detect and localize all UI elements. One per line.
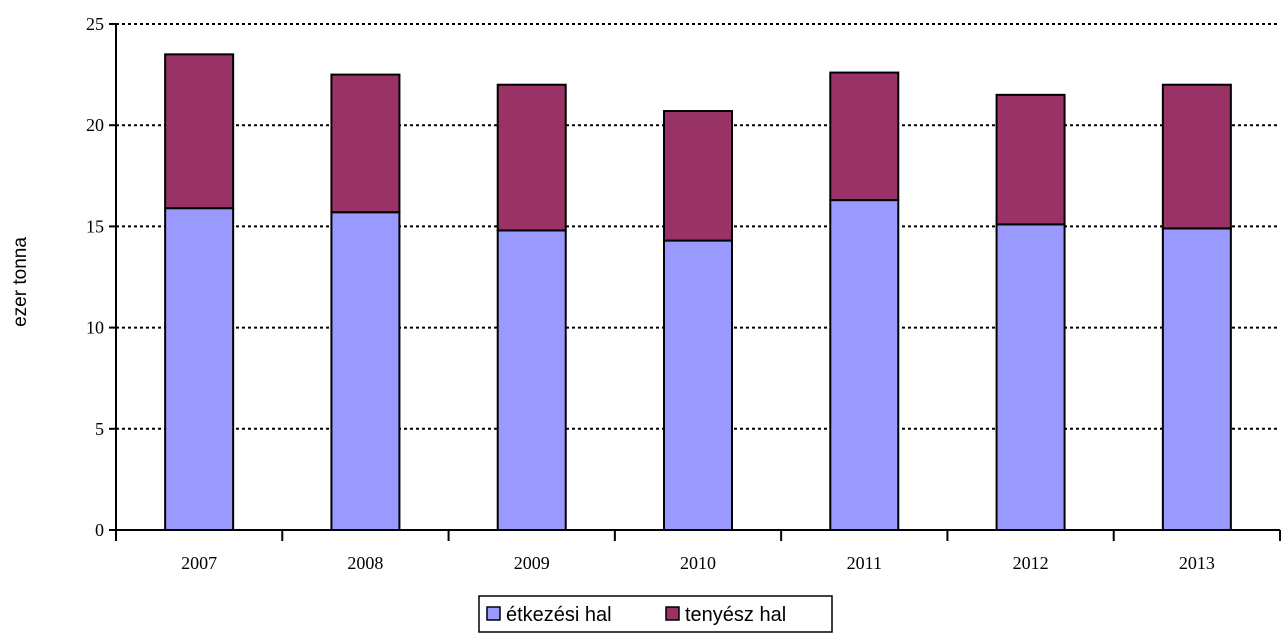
bar-2007-series-0 xyxy=(164,207,235,532)
bar-2007-series-1 xyxy=(164,53,235,210)
bar-2010-series-0 xyxy=(663,239,733,531)
bars xyxy=(164,53,1232,532)
bar-2011-series-1 xyxy=(829,71,900,202)
x-tick-label: 2007 xyxy=(181,553,217,573)
bar-2008-series-0 xyxy=(330,211,401,531)
x-tick-label: 2009 xyxy=(514,553,550,573)
legend-swatch xyxy=(665,606,680,621)
legend-label: étkezési hal xyxy=(506,604,612,626)
x-tick-label: 2008 xyxy=(347,553,383,573)
bar-2011-series-0 xyxy=(829,199,900,531)
bar-2012-series-1 xyxy=(995,93,1066,226)
y-tick-label: 20 xyxy=(86,115,104,135)
y-tick-label: 5 xyxy=(95,419,104,439)
y-tick-label: 10 xyxy=(86,318,104,338)
y-tick-label: 25 xyxy=(86,14,104,34)
y-tick-label: 0 xyxy=(95,520,104,540)
legend-swatch xyxy=(486,606,501,621)
bar-2009-series-1 xyxy=(496,83,567,232)
y-tick-label: 15 xyxy=(86,216,104,236)
bar-2013-series-1 xyxy=(1161,83,1232,230)
legend-label: tenyész hal xyxy=(685,604,786,626)
x-tick-label: 2013 xyxy=(1179,553,1215,573)
bar-2009-series-0 xyxy=(496,229,567,531)
bar-2010-series-1 xyxy=(663,110,733,242)
legend: étkezési hal tenyész hal xyxy=(478,595,833,633)
bar-2008-series-1 xyxy=(330,73,401,214)
x-tick-label: 2011 xyxy=(847,553,882,573)
bar-2013-series-0 xyxy=(1161,227,1232,531)
legend-box xyxy=(478,595,833,633)
x-tick-label: 2010 xyxy=(680,553,716,573)
x-tick-label: 2012 xyxy=(1013,553,1049,573)
bar-2012-series-0 xyxy=(995,223,1066,531)
y-axis-title: ezer tonna xyxy=(10,237,31,327)
axes: 0 5 10 15 20 25 2007 2008 2009 2010 2011 2012 2013 xyxy=(86,14,1281,573)
